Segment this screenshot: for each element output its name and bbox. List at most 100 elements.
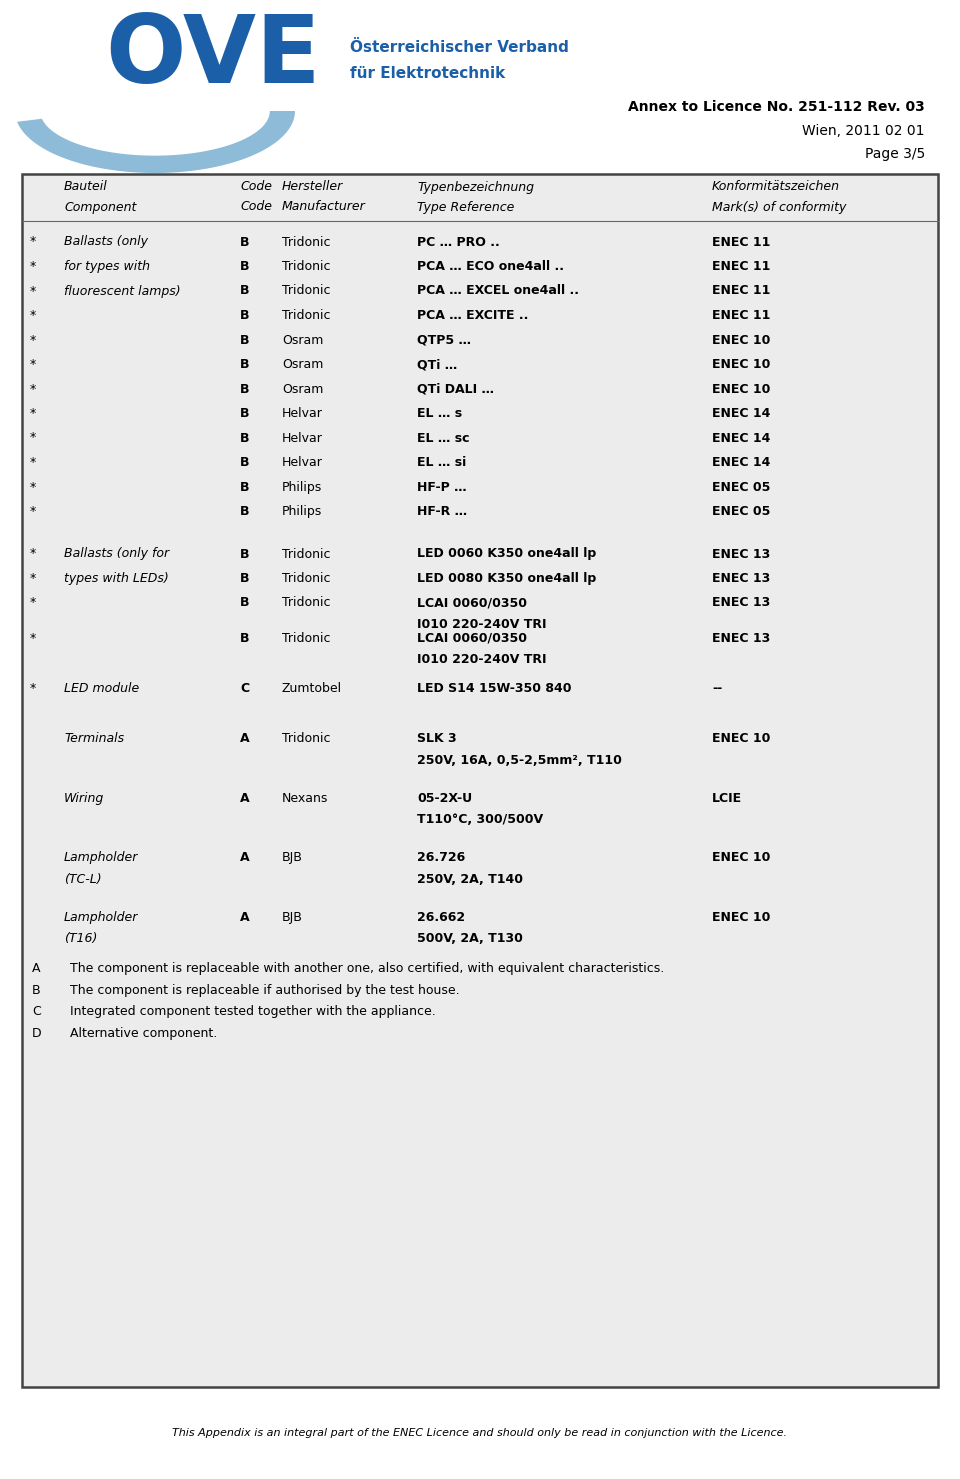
Text: Code: Code xyxy=(240,180,272,194)
Text: Tridonic: Tridonic xyxy=(282,309,330,322)
Text: B: B xyxy=(240,235,250,248)
Text: *: * xyxy=(30,358,36,371)
Text: LED module: LED module xyxy=(64,682,139,695)
Text: Tridonic: Tridonic xyxy=(282,547,330,561)
Text: *: * xyxy=(30,481,36,494)
Text: D: D xyxy=(32,1026,41,1040)
Text: Tridonic: Tridonic xyxy=(282,284,330,297)
Text: PCA … ECO one4all ..: PCA … ECO one4all .. xyxy=(417,260,564,274)
Text: C: C xyxy=(32,1006,40,1019)
Text: Tridonic: Tridonic xyxy=(282,235,330,248)
Text: *: * xyxy=(30,432,36,445)
Text: LCIE: LCIE xyxy=(712,791,742,805)
Text: The component is replaceable with another one, also certified, with equivalent c: The component is replaceable with anothe… xyxy=(70,963,664,976)
Text: Osram: Osram xyxy=(282,383,324,395)
Text: Ballasts (only: Ballasts (only xyxy=(64,235,148,248)
Text: ENEC 13: ENEC 13 xyxy=(712,596,770,609)
Text: Mark(s) of conformity: Mark(s) of conformity xyxy=(712,201,847,213)
Text: B: B xyxy=(240,383,250,395)
Text: Terminals: Terminals xyxy=(64,732,124,745)
Text: *: * xyxy=(30,235,36,248)
Text: *: * xyxy=(30,333,36,346)
Text: Helvar: Helvar xyxy=(282,432,323,445)
Text: for types with: for types with xyxy=(64,260,150,274)
Text: LCAI 0060/0350: LCAI 0060/0350 xyxy=(417,632,527,645)
Text: B: B xyxy=(240,547,250,561)
Text: C: C xyxy=(240,682,250,695)
Text: LCAI 0060/0350: LCAI 0060/0350 xyxy=(417,596,527,609)
Text: EL … sc: EL … sc xyxy=(417,432,469,445)
Text: *: * xyxy=(30,309,36,322)
Text: Component: Component xyxy=(64,201,136,213)
Text: *: * xyxy=(30,407,36,420)
Text: QTi DALI …: QTi DALI … xyxy=(417,383,494,395)
Text: 250V, 2A, T140: 250V, 2A, T140 xyxy=(417,873,523,886)
Text: Tridonic: Tridonic xyxy=(282,632,330,645)
Text: I010 220-240V TRI: I010 220-240V TRI xyxy=(417,618,546,632)
Text: OVE: OVE xyxy=(105,10,321,104)
Text: B: B xyxy=(240,407,250,420)
Text: A: A xyxy=(240,732,250,745)
Text: ENEC 10: ENEC 10 xyxy=(712,358,770,371)
Text: B: B xyxy=(240,284,250,297)
Text: B: B xyxy=(240,260,250,274)
Text: types with LEDs): types with LEDs) xyxy=(64,572,169,586)
Text: *: * xyxy=(30,504,36,518)
Text: Annex to Licence No. 251-112 Rev. 03: Annex to Licence No. 251-112 Rev. 03 xyxy=(628,101,925,114)
Text: B: B xyxy=(240,481,250,494)
Text: ENEC 14: ENEC 14 xyxy=(712,432,770,445)
Text: *: * xyxy=(30,632,36,645)
Text: PCA … EXCITE ..: PCA … EXCITE .. xyxy=(417,309,528,322)
Text: *: * xyxy=(30,260,36,274)
Text: 500V, 2A, T130: 500V, 2A, T130 xyxy=(417,932,523,945)
Text: (TC-L): (TC-L) xyxy=(64,873,102,886)
Text: Wiring: Wiring xyxy=(64,791,105,805)
Text: Konformitätszeichen: Konformitätszeichen xyxy=(712,180,840,194)
Text: LED 0060 K350 one4all lp: LED 0060 K350 one4all lp xyxy=(417,547,596,561)
Text: Nexans: Nexans xyxy=(282,791,328,805)
Text: Type Reference: Type Reference xyxy=(417,201,515,213)
Text: Hersteller: Hersteller xyxy=(282,180,344,194)
Text: ENEC 10: ENEC 10 xyxy=(712,852,770,865)
Text: Helvar: Helvar xyxy=(282,456,323,469)
Text: B: B xyxy=(240,309,250,322)
Text: Osram: Osram xyxy=(282,333,324,346)
Text: Manufacturer: Manufacturer xyxy=(282,201,366,213)
Text: A: A xyxy=(32,963,40,976)
Text: ENEC 11: ENEC 11 xyxy=(712,284,770,297)
Text: The component is replaceable if authorised by the test house.: The component is replaceable if authoris… xyxy=(70,984,460,997)
Text: QTP5 …: QTP5 … xyxy=(417,333,471,346)
Text: Philips: Philips xyxy=(282,504,323,518)
Text: PCA … EXCEL one4all ..: PCA … EXCEL one4all .. xyxy=(417,284,579,297)
Text: Typenbezeichnung: Typenbezeichnung xyxy=(417,180,534,194)
Text: SLK 3: SLK 3 xyxy=(417,732,457,745)
Text: QTi …: QTi … xyxy=(417,358,457,371)
Text: Tridonic: Tridonic xyxy=(282,596,330,609)
Text: B: B xyxy=(240,432,250,445)
Text: *: * xyxy=(30,456,36,469)
Text: B: B xyxy=(240,632,250,645)
Text: B: B xyxy=(32,984,40,997)
Text: LED S14 15W-350 840: LED S14 15W-350 840 xyxy=(417,682,571,695)
Text: Tridonic: Tridonic xyxy=(282,572,330,586)
Text: ENEC 10: ENEC 10 xyxy=(712,911,770,924)
Text: A: A xyxy=(240,852,250,865)
Text: ENEC 10: ENEC 10 xyxy=(712,383,770,395)
Polygon shape xyxy=(17,111,295,173)
Text: Wien, 2011 02 01: Wien, 2011 02 01 xyxy=(803,124,925,138)
Text: B: B xyxy=(240,572,250,586)
Text: B: B xyxy=(240,333,250,346)
Text: für Elektrotechnik: für Elektrotechnik xyxy=(350,67,505,81)
Text: B: B xyxy=(240,358,250,371)
Text: ENEC 13: ENEC 13 xyxy=(712,632,770,645)
Text: Helvar: Helvar xyxy=(282,407,323,420)
Text: Tridonic: Tridonic xyxy=(282,732,330,745)
Text: ENEC 10: ENEC 10 xyxy=(712,732,770,745)
Text: EL … s: EL … s xyxy=(417,407,462,420)
Text: *: * xyxy=(30,682,36,695)
Text: BJB: BJB xyxy=(282,911,302,924)
Text: Tridonic: Tridonic xyxy=(282,260,330,274)
Text: Philips: Philips xyxy=(282,481,323,494)
Text: Lampholder: Lampholder xyxy=(64,852,138,865)
Text: EL … si: EL … si xyxy=(417,456,467,469)
